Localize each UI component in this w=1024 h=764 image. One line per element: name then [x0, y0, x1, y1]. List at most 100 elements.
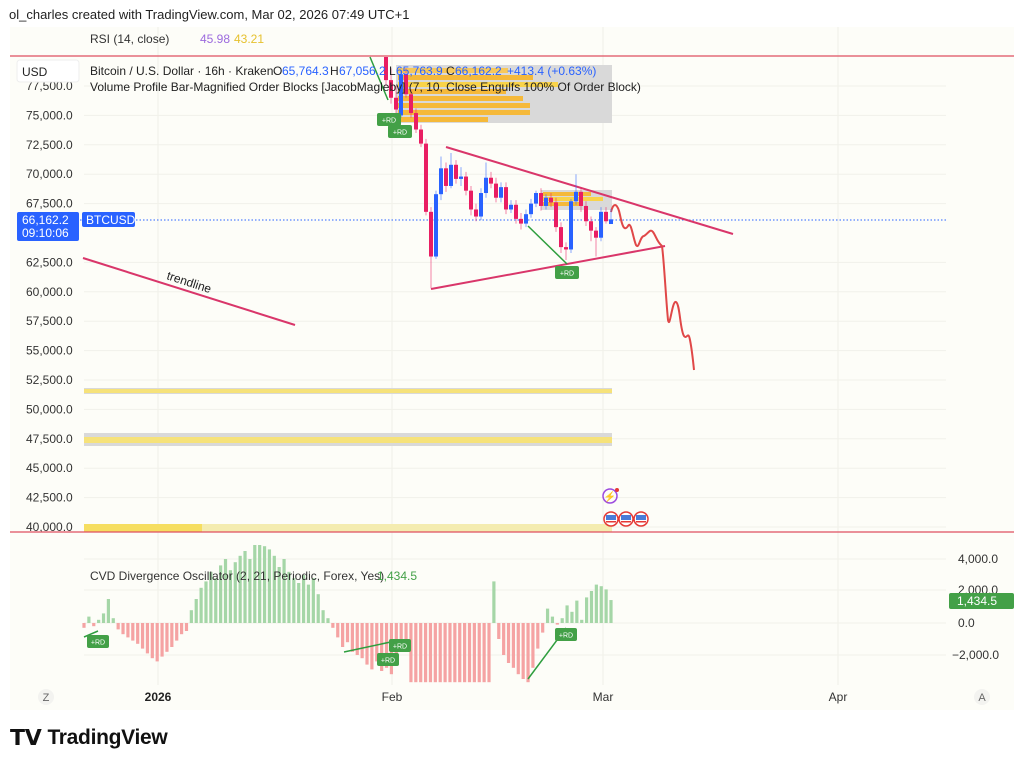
candle-body: [429, 211, 433, 257]
cvd-bar: [301, 575, 306, 623]
time-label-feb: Feb: [382, 690, 403, 704]
price-axis[interactable]: 77,500.075,000.072,500.070,000.067,500.0…: [26, 79, 73, 534]
cvd-histogram: [82, 545, 613, 683]
cvd-bar: [282, 559, 286, 623]
cvd-bar: [262, 546, 267, 623]
candle-body: [574, 191, 578, 202]
cvd-bar: [126, 623, 130, 638]
svg-text:+RD: +RD: [559, 633, 573, 640]
cvd-bar: [355, 623, 359, 655]
candle-body: [489, 177, 493, 184]
svg-text:+RD: +RD: [560, 271, 574, 278]
candle: [559, 222, 563, 253]
cvd-bar: [550, 616, 555, 623]
currency-button[interactable]: [16, 59, 80, 83]
svg-text:+RD: +RD: [393, 644, 407, 651]
candle-body: [584, 205, 588, 222]
symbol-title: Bitcoin / U.S. Dollar · 16h · Kraken: [90, 64, 273, 78]
candle-body: [449, 164, 453, 186]
cvd-bar: [423, 623, 428, 683]
indicator-label[interactable]: Volume Profile Bar-Magnified Order Block…: [90, 80, 641, 94]
chart-background: [10, 27, 1014, 710]
candle: [434, 190, 438, 259]
go-to-start-button[interactable]: [38, 689, 54, 705]
candle: [409, 89, 413, 118]
time-label-apr: Apr: [829, 690, 848, 704]
cvd-bar: [316, 594, 320, 623]
candle: [569, 198, 573, 253]
candle: [419, 124, 423, 148]
trendline-drawing[interactable]: [82, 257, 296, 326]
cvd-bar: [165, 623, 169, 652]
cvd-axis[interactable]: 4,000.0 2,000.0 0.0 −2,000.0 1,434.5: [949, 552, 1014, 662]
rsi-legend[interactable]: RSI (14, close) 45.98 43.21: [90, 32, 264, 46]
cvd-bar: [604, 589, 608, 623]
cvd-bar: [248, 559, 252, 623]
candle: [444, 162, 448, 192]
price-tick: 75,000.0: [26, 108, 73, 122]
candle-body: [494, 183, 498, 198]
triangle-upper-line[interactable]: [445, 146, 734, 235]
cvd-bar: [214, 578, 218, 623]
cvd-bar: [131, 623, 135, 641]
candle: [529, 198, 533, 218]
auto-scale-button[interactable]: [974, 689, 990, 705]
cvd-bar: [438, 623, 442, 683]
cvd-bar: [575, 600, 579, 623]
cvd-bar: [170, 623, 174, 647]
cvd-bar: [331, 623, 335, 628]
cvd-bar: [409, 623, 413, 683]
change-value: +413.4 (+0.63%): [507, 64, 596, 78]
candle-body: [509, 204, 513, 210]
cvd-tick: 4,000.0: [958, 552, 998, 566]
cvd-bar: [419, 623, 423, 683]
cvd-bar: [570, 611, 574, 623]
cvd-bar: [287, 571, 291, 623]
cvd-bar: [497, 623, 501, 639]
cvd-divergence: +RD +RD +RD +RD: [83, 627, 577, 680]
candle: [599, 207, 603, 242]
candle-body: [474, 209, 478, 217]
symbol-legend[interactable]: USD Bitcoin / U.S. Dollar · 16h · Kraken…: [16, 59, 641, 94]
candle: [574, 174, 578, 205]
cvd-bar: [101, 613, 106, 623]
candle-body: [589, 221, 593, 231]
candle: [549, 193, 553, 208]
candle-body: [549, 197, 553, 203]
rd-badge: +RD: [555, 628, 577, 641]
candle-body: [609, 219, 613, 225]
cvd-legend[interactable]: CVD Divergence Oscillator (2, 21, Period…: [90, 569, 417, 583]
cvd-bar: [487, 623, 491, 683]
order-block-zones: [84, 65, 612, 532]
cvd-label: CVD Divergence Oscillator (2, 21, Period…: [90, 569, 384, 583]
candle-body: [559, 227, 563, 248]
candle: [499, 182, 503, 203]
candle: [519, 213, 523, 230]
countdown-timer: 09:10:06: [22, 226, 69, 240]
price-tick: 62,500.0: [26, 255, 73, 269]
cvd-bar: [594, 584, 598, 623]
cvd-bar: [326, 618, 330, 623]
candle-body: [569, 201, 573, 250]
time-axis[interactable]: Z 2026 Feb Mar Apr A: [38, 689, 990, 705]
currency-button-label: USD: [22, 65, 48, 79]
rd-badge: +RD: [377, 653, 399, 666]
open-label: O: [273, 64, 282, 78]
tradingview-logo-text: TradingView: [47, 726, 168, 749]
current-price-tag: 66,162.2 09:10:06 BTCUSD: [17, 212, 136, 241]
candle-body: [579, 191, 583, 206]
price-tick: 45,000.0: [26, 461, 73, 475]
cvd-bar: [292, 578, 296, 623]
cvd-bar: [116, 623, 120, 630]
triangle-lower-line[interactable]: [430, 245, 666, 290]
cvd-bar: [140, 623, 145, 649]
cvd-bar: [209, 571, 213, 623]
candle-body: [479, 193, 483, 217]
projection-path[interactable]: [610, 204, 695, 371]
cvd-value-tag-label: 1,434.5: [957, 594, 997, 608]
lightning-event-icon[interactable]: [602, 488, 618, 504]
event-icons[interactable]: ⚡: [602, 488, 649, 527]
svg-text:+RD: +RD: [381, 658, 395, 665]
tradingview-logo[interactable]: 𝗧𝗩 TradingView: [10, 725, 168, 751]
